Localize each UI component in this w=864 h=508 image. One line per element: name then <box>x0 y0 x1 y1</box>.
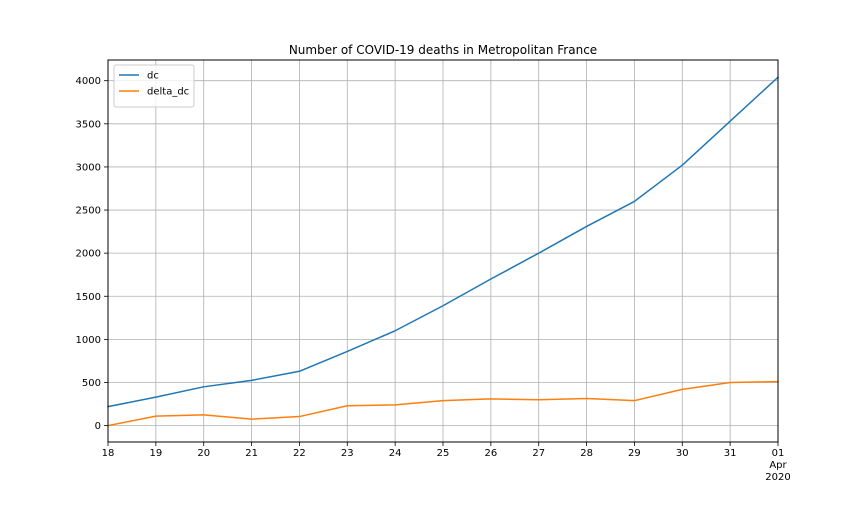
x-tick-label: 20 <box>197 448 210 459</box>
x-tick-label: 31 <box>724 448 737 459</box>
y-tick-label: 4000 <box>76 76 101 87</box>
y-tick-label: 2500 <box>76 206 101 217</box>
x-tick-label: 27 <box>532 448 545 459</box>
x-tick-label: 19 <box>149 448 162 459</box>
y-axis: 0 500 1000 1500 2000 2500 3000 3500 4000 <box>76 76 108 432</box>
x-tick-label: 26 <box>484 448 497 459</box>
x-tick-label: 24 <box>389 448 402 459</box>
x-tick-label: 21 <box>245 448 258 459</box>
x-tick-label: 01 <box>772 448 785 459</box>
x-tick-label: 29 <box>628 448 641 459</box>
x-tick-label: 22 <box>293 448 306 459</box>
series-lines <box>107 76 780 427</box>
x-tick-label-secondary: Apr <box>769 460 787 471</box>
series-line-delta-dc <box>107 380 779 427</box>
legend-label: delta_dc <box>147 87 189 98</box>
y-tick-label: 1000 <box>76 335 101 346</box>
chart-title: Number of COVID-19 deaths in Metropolita… <box>289 43 597 57</box>
y-tick-label: 0 <box>95 421 101 432</box>
y-tick-label: 1500 <box>76 292 101 303</box>
x-tick-label-secondary: 2020 <box>765 472 790 483</box>
legend-label: dc <box>147 71 159 82</box>
y-tick-label: 500 <box>82 378 101 389</box>
y-tick-label: 2000 <box>76 249 101 260</box>
x-tick-label: 28 <box>580 448 593 459</box>
x-tick-label: 25 <box>437 448 450 459</box>
x-tick-label: 23 <box>341 448 354 459</box>
series-line-dc <box>107 76 780 408</box>
x-tick-label: 18 <box>102 448 115 459</box>
legend: dc delta_dc <box>113 64 195 108</box>
y-tick-label: 3500 <box>76 119 101 130</box>
x-tick-label: 30 <box>676 448 689 459</box>
y-tick-label: 3000 <box>76 162 101 173</box>
